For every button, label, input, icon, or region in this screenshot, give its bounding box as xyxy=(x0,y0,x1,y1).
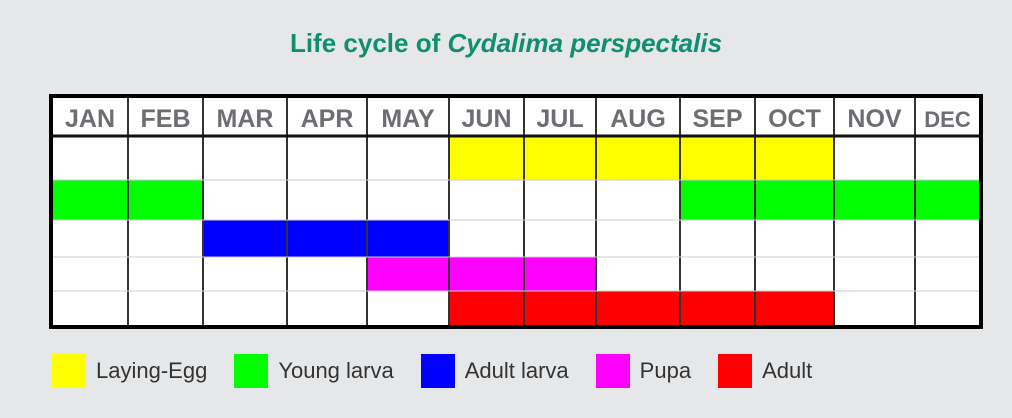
legend-item: Adult larva xyxy=(420,354,569,388)
month-label-sep: SEP xyxy=(692,105,742,133)
month-label-jan: JAN xyxy=(65,105,115,133)
legend-swatch xyxy=(595,354,630,388)
bar-young-larva-jan xyxy=(52,180,128,220)
legend-swatch xyxy=(420,354,455,388)
legend: Laying-Egg Young larva Adult larva Pupa Adul… xyxy=(52,354,839,388)
legend-swatch xyxy=(718,354,753,388)
legend-label: Laying-Egg xyxy=(96,358,208,383)
bar-pupa-jun xyxy=(449,257,524,291)
month-label-dec: DEC xyxy=(924,107,971,132)
month-label-mar: MAR xyxy=(217,105,274,133)
bar-laying-egg-jul xyxy=(524,137,596,180)
month-label-aug: AUG xyxy=(610,105,666,133)
bar-young-larva-dec xyxy=(915,180,980,220)
legend-item: Adult xyxy=(718,354,812,388)
legend-item: Pupa xyxy=(595,354,692,388)
bar-adult-larva-mar xyxy=(203,220,287,257)
bar-adult-oct xyxy=(755,291,834,326)
bar-adult-larva-apr xyxy=(287,220,367,257)
month-label-oct: OCT xyxy=(768,105,821,133)
bar-adult-larva-may xyxy=(367,220,449,257)
bar-adult-jun xyxy=(449,291,524,326)
bar-laying-egg-aug xyxy=(596,137,680,180)
bar-laying-egg-oct xyxy=(755,137,834,180)
month-label-feb: FEB xyxy=(141,105,191,133)
month-label-may: MAY xyxy=(381,105,435,133)
bar-laying-egg-sep xyxy=(680,137,755,180)
legend-item: Young larva xyxy=(234,354,394,388)
bar-young-larva-nov xyxy=(834,180,915,220)
month-label-nov: NOV xyxy=(847,105,902,133)
bar-adult-sep xyxy=(680,291,755,326)
legend-label: Adult xyxy=(762,358,813,383)
bar-young-larva-sep xyxy=(680,180,755,220)
bar-adult-jul xyxy=(524,291,596,326)
legend-label: Adult larva xyxy=(464,358,569,383)
legend-label: Pupa xyxy=(639,358,692,383)
bar-young-larva-feb xyxy=(128,180,203,220)
grid-border xyxy=(49,94,983,329)
bar-adult-aug xyxy=(596,291,680,326)
legend-swatch xyxy=(234,354,269,388)
chart-title: Life cycle of Cydalima perspectalis xyxy=(289,28,723,58)
month-label-apr: APR xyxy=(301,105,354,133)
bar-laying-egg-jun xyxy=(449,137,524,180)
bar-pupa-jul xyxy=(524,257,596,291)
bar-pupa-may xyxy=(367,257,449,291)
month-label-jul: JUL xyxy=(536,105,583,133)
bar-young-larva-oct xyxy=(755,180,834,220)
month-label-jun: JUN xyxy=(461,105,511,133)
legend-item: Laying-Egg xyxy=(52,354,207,388)
legend-swatch xyxy=(52,354,86,388)
legend-label: Young larva xyxy=(278,358,394,383)
